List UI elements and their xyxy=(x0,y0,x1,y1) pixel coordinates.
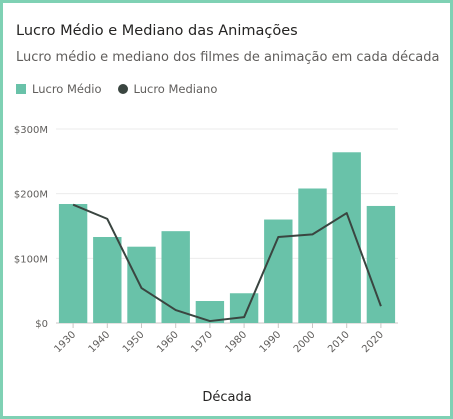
bar-1960 xyxy=(161,231,190,323)
x-tick-label: 1970 xyxy=(189,329,215,355)
x-tick-label: 1990 xyxy=(258,329,284,355)
y-tick-label: $300M xyxy=(14,125,48,136)
x-tick-label: 1980 xyxy=(223,329,249,355)
legend: Lucro Médio Lucro Mediano xyxy=(16,82,233,96)
line-swatch-icon xyxy=(117,84,128,94)
bar-swatch-icon xyxy=(16,84,26,94)
y-tick-label: $100M xyxy=(14,254,48,265)
legend-item-average[interactable]: Lucro Médio xyxy=(16,82,102,96)
x-tick-label: 1940 xyxy=(87,329,113,355)
legend-label-median: Lucro Mediano xyxy=(133,82,218,96)
legend-label-average: Lucro Médio xyxy=(32,82,102,96)
bar-2000 xyxy=(298,188,327,323)
bar-1930 xyxy=(58,204,88,323)
x-tick-label: 2010 xyxy=(326,329,352,355)
chart-subtitle: Lucro médio e mediano dos filmes de anim… xyxy=(16,50,440,65)
bar-1940 xyxy=(93,236,122,323)
median-line xyxy=(72,203,382,323)
chart-title: Lucro Médio e Mediano das Animações xyxy=(16,23,298,39)
x-tick-label: 1950 xyxy=(121,329,147,355)
x-axis-title: Década xyxy=(202,390,251,405)
bar-1950 xyxy=(127,246,156,323)
bar-1970 xyxy=(195,301,225,323)
x-tick-label: 1960 xyxy=(155,329,181,355)
y-tick-label: $0 xyxy=(35,319,48,330)
x-tick-label: 2000 xyxy=(292,329,318,355)
x-tick-label: 1930 xyxy=(52,329,78,355)
y-tick-label: $200M xyxy=(14,190,48,201)
x-tick-label: 2020 xyxy=(360,329,386,355)
legend-item-median[interactable]: Lucro Mediano xyxy=(117,82,218,96)
bar-1990 xyxy=(264,219,293,323)
